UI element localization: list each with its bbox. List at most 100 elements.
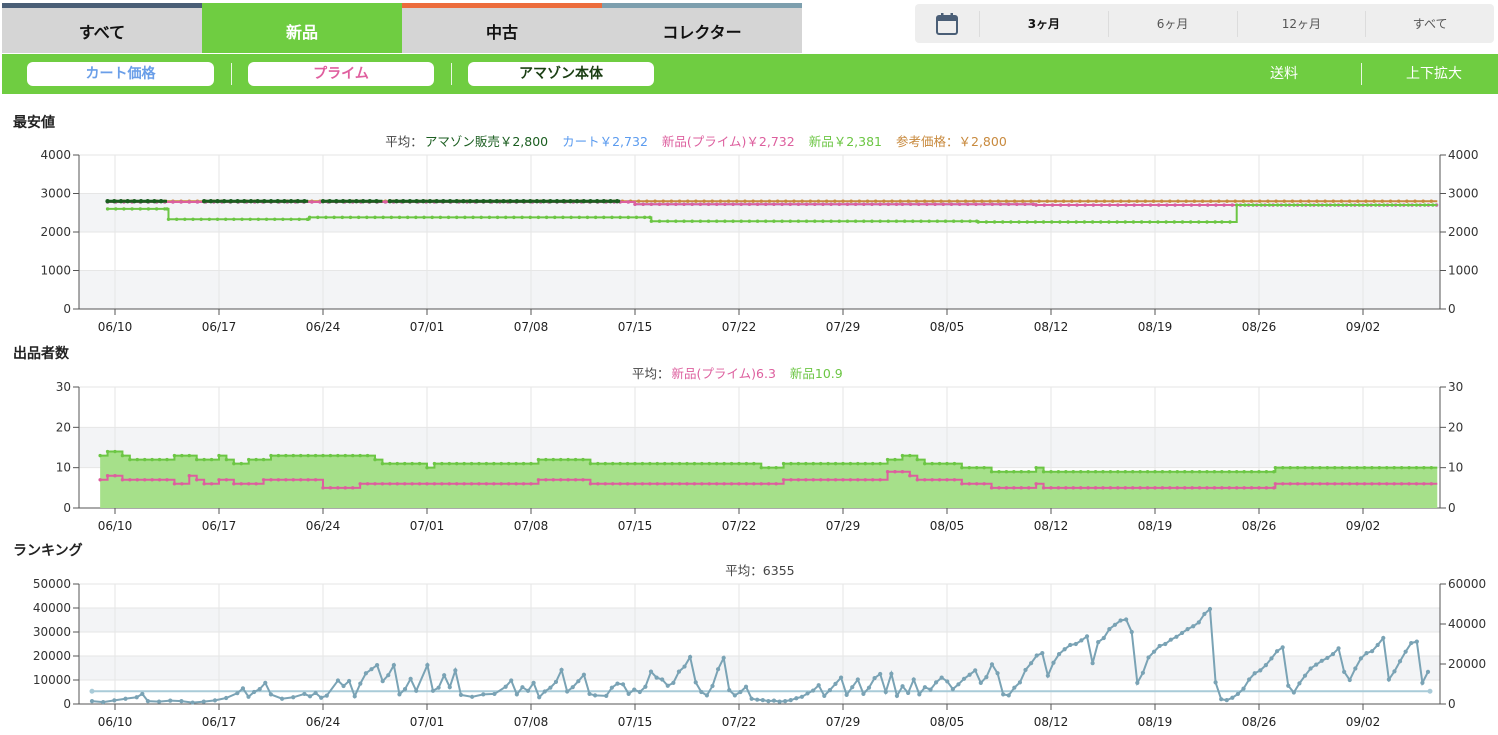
prime-series-point: [1257, 486, 1261, 490]
new-series-point: [1227, 470, 1231, 474]
ranking-series-point: [961, 676, 967, 681]
ranking-series-point: [537, 695, 542, 700]
ranking-series-point: [1314, 662, 1319, 667]
range-all[interactable]: すべて: [1365, 10, 1494, 37]
ranking-series-point: [112, 698, 117, 703]
reference-series-point: [726, 199, 731, 203]
new-series-point: [202, 457, 206, 462]
tab-all[interactable]: すべて: [2, 3, 202, 53]
ranking-series-point: [123, 696, 128, 701]
reference-series-point: [1061, 199, 1066, 203]
reference-series-point: [1233, 199, 1237, 203]
y2-tick-label: 3000: [1448, 187, 1479, 201]
prime-series-point: [640, 482, 645, 486]
new-series-point: [174, 217, 179, 221]
amazon-series-point: [268, 199, 274, 204]
cart-price-toggle[interactable]: カート価格: [27, 62, 214, 86]
prime-series-point: [1023, 202, 1027, 206]
prime-series-point: [862, 202, 866, 206]
new-series-point: [1012, 470, 1016, 474]
new-series-point: [1108, 470, 1113, 474]
new-series-point: [232, 217, 236, 221]
new-series-point: [105, 449, 110, 454]
range-3-months[interactable]: 3ヶ月: [979, 10, 1108, 37]
reference-series-point: [824, 199, 829, 203]
prime-series-point: [1027, 486, 1031, 490]
tab-new[interactable]: 新品: [202, 3, 402, 53]
y-tick-label: 0: [63, 697, 71, 711]
ranking-series-point: [425, 663, 430, 668]
ranking-series-point: [1291, 690, 1296, 695]
amazon-series-point: [105, 199, 110, 204]
new-series-point: [224, 457, 229, 462]
new-series-point: [223, 217, 228, 221]
new-series-point: [332, 215, 336, 220]
prime-series-point: [1414, 482, 1419, 486]
new-series-point: [789, 461, 793, 466]
ranking-series-point: [1051, 660, 1056, 665]
amazon-series-point: [548, 199, 553, 204]
amazon-series-point: [447, 199, 453, 204]
new-series-point: [871, 461, 875, 466]
prime-series-point: [729, 482, 734, 486]
prime-series-point: [1107, 203, 1112, 207]
ranking-series-point: [279, 696, 285, 701]
prime-series-point: [172, 482, 177, 486]
amazon-series-point: [581, 199, 586, 204]
new-series-point: [618, 215, 622, 220]
reference-series-point: [677, 199, 682, 203]
new-series-point: [1273, 465, 1278, 470]
new-series-point: [767, 465, 771, 470]
plot-band: [79, 656, 1440, 680]
new-series-point: [187, 453, 191, 458]
prime-series-point: [1116, 486, 1120, 490]
range-12-months[interactable]: 12ヶ月: [1236, 10, 1366, 37]
new-series-point: [256, 217, 261, 221]
new-series-point: [1251, 203, 1255, 207]
reference-series-point: [947, 199, 951, 203]
prime-series-point: [781, 478, 786, 482]
prime-series-point: [351, 486, 355, 490]
new-series-point: [997, 470, 1001, 474]
prime-series-point: [202, 482, 206, 486]
new-series-point: [138, 207, 142, 211]
range-6-months[interactable]: 6ヶ月: [1107, 10, 1237, 37]
tab-used[interactable]: 中古: [402, 3, 602, 53]
ranking-series-point: [402, 687, 408, 692]
amazon-series-point: [514, 199, 520, 204]
prime-series-point: [559, 478, 563, 482]
prime-series-point: [1235, 486, 1239, 490]
prime-series-point: [960, 482, 964, 486]
tab-collector[interactable]: コレクター: [602, 3, 802, 53]
amazon-series-point: [152, 199, 157, 204]
amazon-series-point: [302, 199, 307, 204]
ranking-series-point: [743, 684, 749, 689]
new-series-point: [1066, 220, 1070, 224]
prime-series-point: [1183, 486, 1187, 490]
new-series-point: [715, 461, 719, 466]
vertical-zoom-toggle[interactable]: 上下拡大: [1406, 66, 1462, 82]
ranking-series-point: [341, 683, 346, 689]
new-series-point: [561, 215, 565, 220]
new-series-point: [952, 461, 957, 466]
shipping-toggle[interactable]: 送料: [1270, 66, 1298, 82]
ranking-series-point: [1124, 617, 1129, 622]
prime-toggle[interactable]: プライム: [248, 62, 434, 86]
ranking-series-point: [358, 681, 363, 686]
new-series-point: [195, 457, 199, 462]
new-series-point: [603, 461, 607, 466]
prime-series-point: [626, 200, 631, 204]
new-series-point: [1243, 203, 1247, 207]
ranking-series-point: [805, 691, 810, 696]
prime-series-point: [1148, 203, 1153, 207]
new-series-point: [351, 453, 355, 458]
calendar-icon[interactable]: [915, 12, 979, 36]
prime-series-point: [1190, 486, 1194, 490]
amazon-series-point: [434, 199, 439, 204]
new-series-point: [199, 217, 203, 221]
ranking-series-point: [704, 693, 709, 698]
new-series-point: [1205, 470, 1209, 474]
reference-series-point: [1388, 199, 1393, 203]
amazon-toggle[interactable]: アマゾン本体: [468, 62, 654, 86]
new-series-point: [722, 461, 726, 466]
